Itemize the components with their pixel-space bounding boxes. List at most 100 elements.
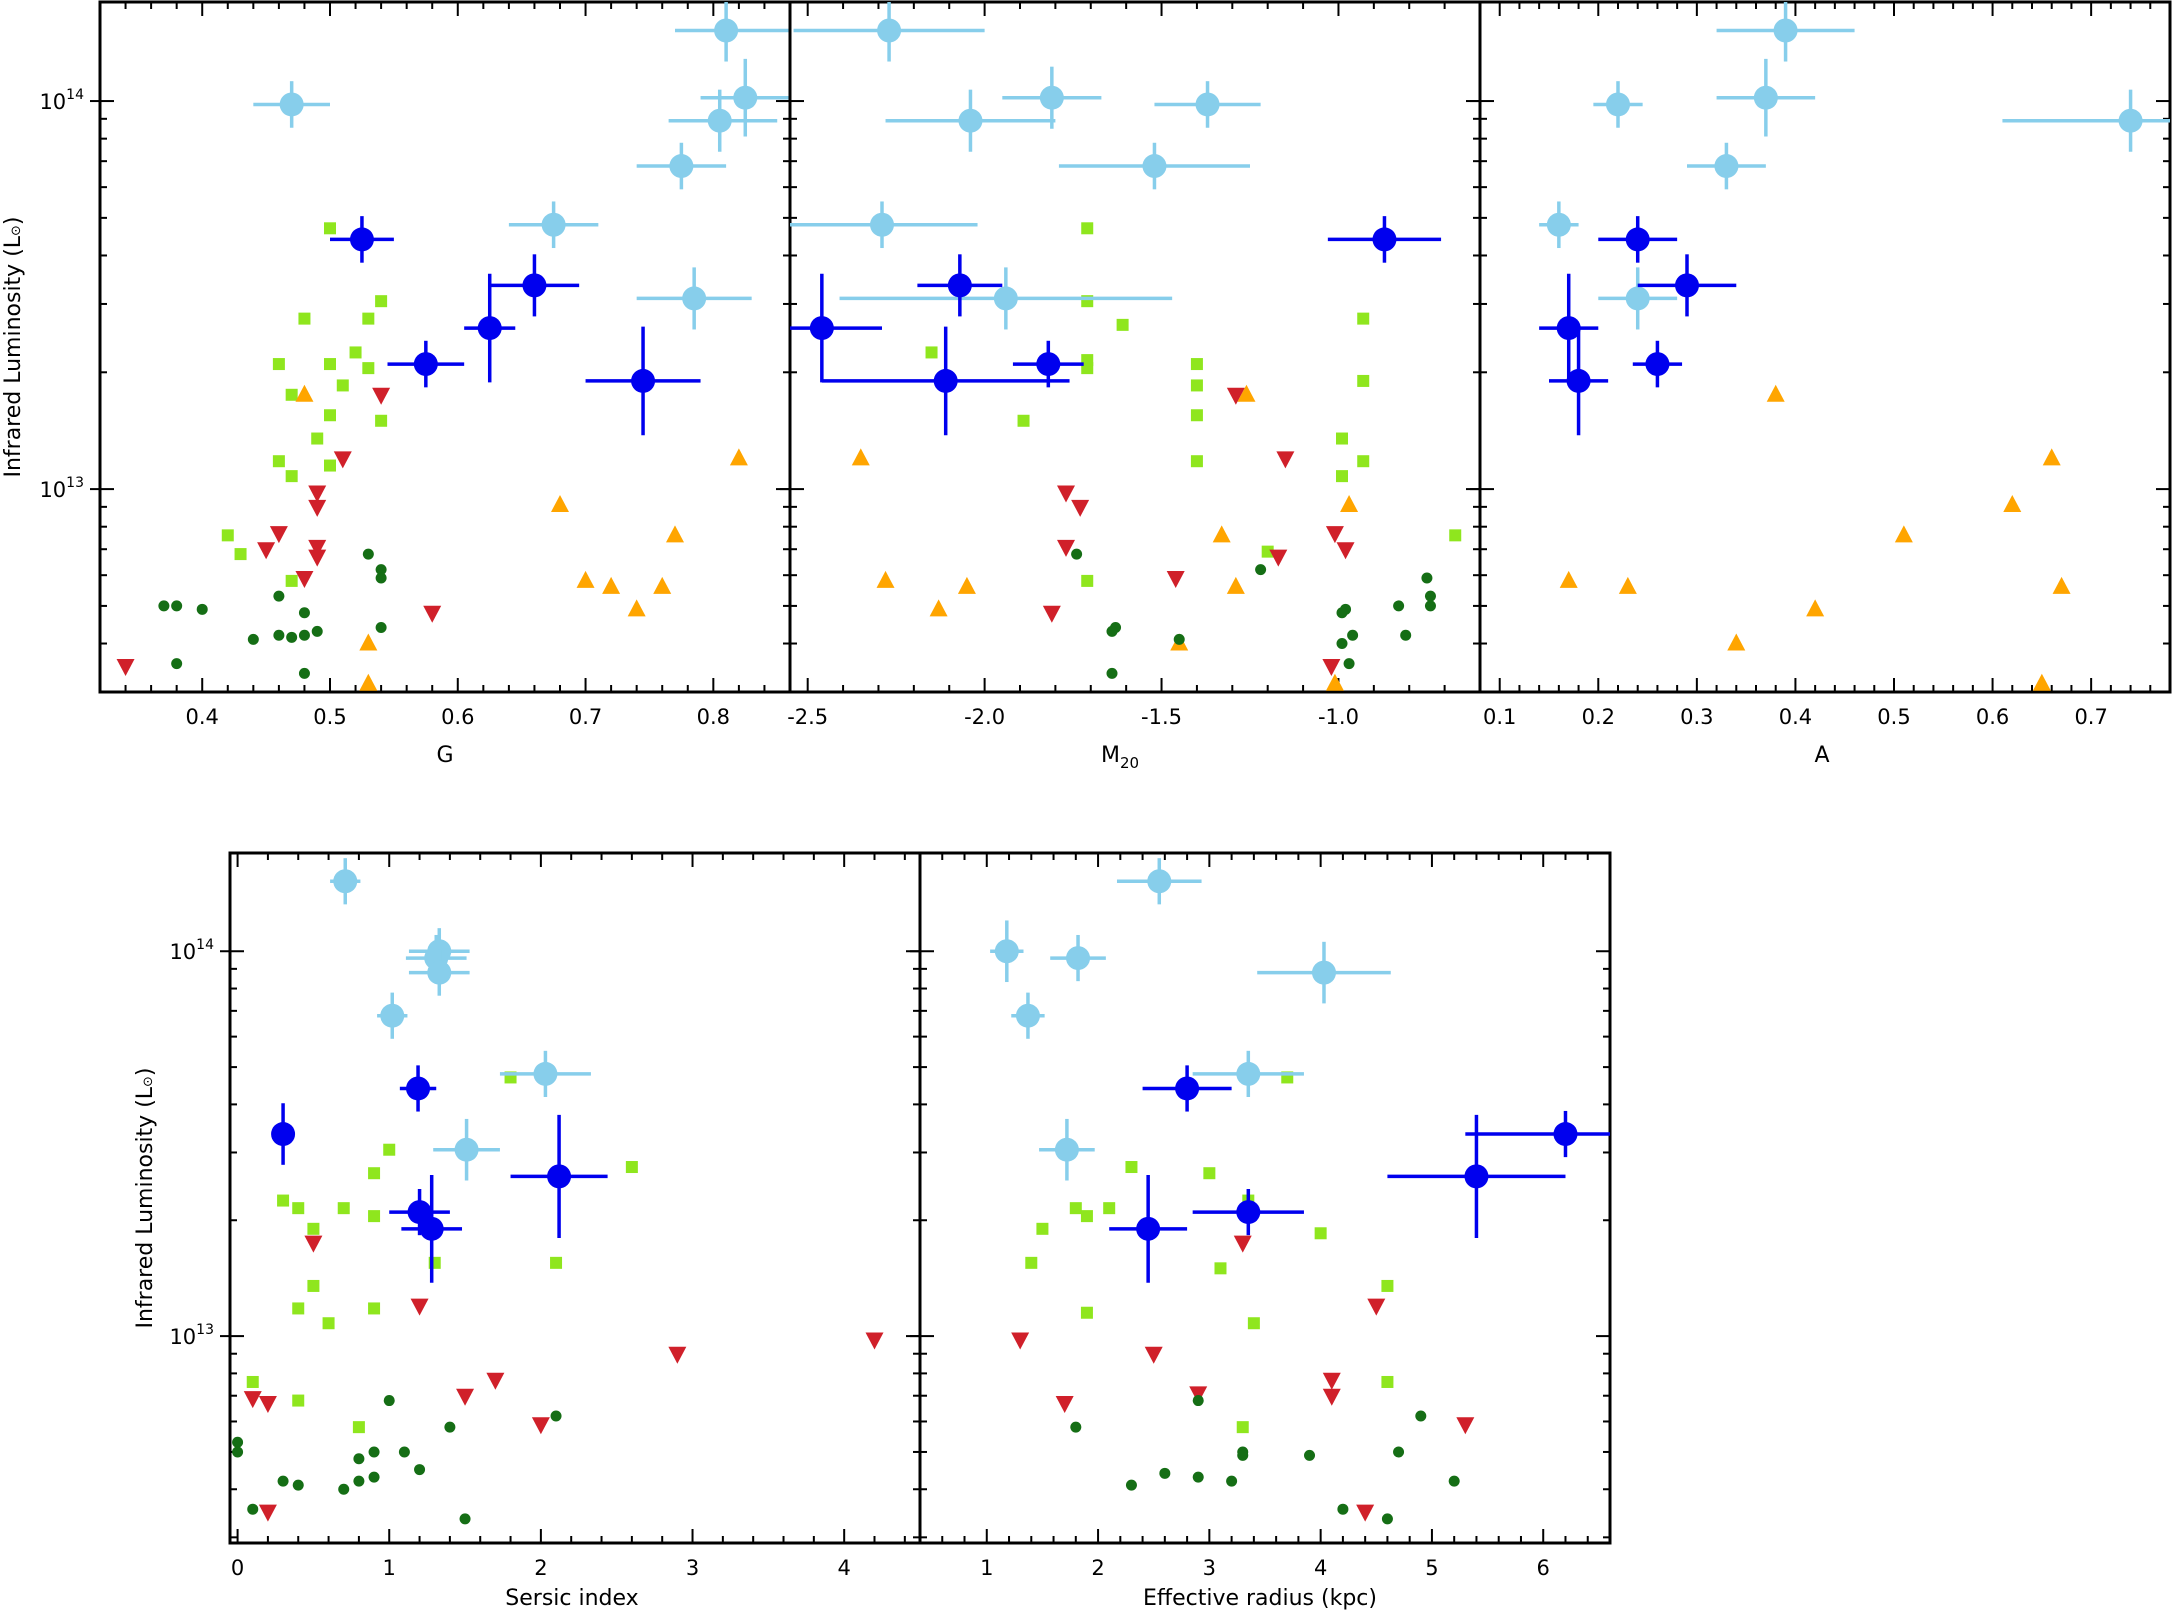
data-point-dark-green xyxy=(353,1475,365,1487)
data-point-dark-blue xyxy=(1175,1076,1200,1101)
data-point-dark-green xyxy=(368,1471,380,1483)
panel-gini-xlabel: G xyxy=(436,743,453,768)
data-point-dark-green xyxy=(1421,572,1433,584)
data-point-dark-green xyxy=(1415,1410,1427,1422)
data-point-dark-green xyxy=(1173,633,1185,645)
data-point-red xyxy=(1456,1417,1475,1435)
data-point-dark-blue xyxy=(631,368,656,393)
data-point-dark-blue xyxy=(809,316,834,341)
data-point-lime xyxy=(1103,1202,1116,1215)
data-point-light-blue xyxy=(733,85,758,110)
data-point-lime xyxy=(336,379,349,392)
data-point-dark-green xyxy=(1192,1395,1204,1407)
data-point-dark-green xyxy=(286,631,298,643)
data-point-dark-green xyxy=(292,1479,304,1491)
data-point-lime xyxy=(324,409,336,422)
data-point-dark-blue xyxy=(547,1164,572,1189)
data-point-light-blue xyxy=(541,212,566,237)
data-point-light-blue xyxy=(877,18,902,43)
data-point-lime xyxy=(1080,1210,1093,1223)
data-point-dark-green xyxy=(232,1436,244,1448)
panel-m20: -2.5 -2.0 -1.5 -1.0 M20 xyxy=(780,0,1482,772)
data-point-orange xyxy=(359,673,378,691)
data-point-light-blue xyxy=(1147,869,1172,894)
data-point-light-blue xyxy=(1039,85,1064,110)
data-point-light-blue xyxy=(1142,154,1167,179)
data-point-lime xyxy=(324,222,336,235)
data-point-lime xyxy=(1190,455,1203,468)
data-point-lime xyxy=(550,1256,563,1269)
data-point-orange xyxy=(957,576,976,594)
data-point-dark-green xyxy=(375,621,387,633)
data-point-lime xyxy=(1336,432,1348,445)
data-point-lime xyxy=(1247,1317,1260,1330)
data-point-lime xyxy=(1381,1375,1394,1388)
data-point-light-blue xyxy=(714,18,739,43)
data-point-light-blue xyxy=(1311,960,1336,985)
data-point-lime xyxy=(362,362,375,375)
data-point-lime xyxy=(375,414,388,427)
data-point-lime xyxy=(272,358,285,371)
data-point-orange xyxy=(1618,576,1637,594)
x-tick-label: 0.3 xyxy=(1680,705,1713,729)
data-point-lime xyxy=(1236,1421,1249,1434)
data-point-dark-blue xyxy=(1464,1164,1489,1189)
data-point-dark-green xyxy=(375,564,387,576)
data-point-lime xyxy=(285,470,298,483)
data-point-lime xyxy=(324,459,336,472)
data-point-lime xyxy=(1080,1306,1093,1319)
data-point-dark-blue xyxy=(1553,1122,1578,1147)
data-layer xyxy=(790,2,1462,691)
data-point-dark-green xyxy=(1106,667,1118,679)
top-ylabel-sun: ⊙ xyxy=(9,225,24,236)
data-point-red xyxy=(531,1417,550,1435)
data-point-lime xyxy=(625,1161,638,1174)
data-point-red xyxy=(243,1391,262,1409)
data-point-red xyxy=(258,1504,277,1522)
data-point-red xyxy=(1356,1504,1375,1522)
data-point-lime xyxy=(1069,1202,1082,1215)
panel-m20-xlabel: M20 xyxy=(1101,743,1139,772)
data-point-dark-green xyxy=(232,1446,244,1458)
panel-effective-radius-marks: 1 2 3 4 5 6 xyxy=(910,851,1612,1580)
panel-m20-marks: -2.5 -2.0 -1.5 -1.0 xyxy=(780,0,1482,729)
data-point-lime xyxy=(383,1143,396,1156)
data-point-dark-green xyxy=(1226,1475,1238,1487)
data-point-lime xyxy=(352,1421,365,1434)
data-point-orange xyxy=(1340,494,1359,512)
data-point-dark-blue xyxy=(1372,227,1397,252)
panel-asymmetry-marks: 0.1 0.2 0.3 0.4 0.5 0.6 0.7 xyxy=(1470,0,2172,729)
data-point-lime xyxy=(368,1210,381,1223)
y-tick-label: 1014 xyxy=(39,87,84,114)
data-point-light-blue xyxy=(427,960,452,985)
data-point-red xyxy=(258,1396,277,1414)
data-point-dark-green xyxy=(1255,564,1267,576)
data-point-light-blue xyxy=(1625,286,1650,311)
data-point-light-blue xyxy=(1606,92,1630,117)
data-point-red xyxy=(456,1388,475,1406)
data-point-red xyxy=(1269,549,1288,567)
data-point-lime xyxy=(307,1222,320,1235)
data-point-red xyxy=(308,499,327,517)
panel-gini-marks: 0.4 0.5 0.6 0.7 0.8 1014 1013 xyxy=(39,0,792,729)
data-point-dark-blue xyxy=(522,273,547,298)
data-point-red xyxy=(1189,1386,1208,1404)
data-point-red xyxy=(668,1346,687,1364)
data-point-red xyxy=(1322,659,1341,677)
x-tick-label: 0.7 xyxy=(569,705,602,729)
data-point-orange xyxy=(359,633,378,651)
data-point-dark-blue xyxy=(1645,352,1670,377)
data-point-dark-green xyxy=(1337,1503,1349,1515)
data-point-light-blue xyxy=(1236,1061,1261,1086)
data-point-dark-blue xyxy=(406,1076,431,1101)
data-point-light-blue xyxy=(1054,1137,1079,1162)
data-point-lime xyxy=(324,358,336,371)
data-point-dark-green xyxy=(1125,1479,1137,1491)
data-point-lime xyxy=(375,295,388,308)
x-tick-label: 2 xyxy=(1091,1556,1104,1580)
data-point-light-blue xyxy=(958,108,983,133)
x-tick-label: 0.5 xyxy=(313,705,346,729)
data-point-red xyxy=(865,1332,884,1350)
data-point-dark-green xyxy=(1159,1467,1171,1479)
data-point-red xyxy=(1071,499,1090,517)
